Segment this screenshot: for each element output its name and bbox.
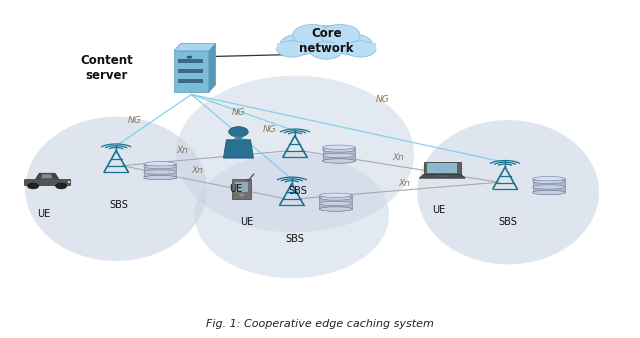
Text: Xn: Xn: [176, 146, 188, 155]
Circle shape: [239, 194, 244, 196]
Polygon shape: [532, 179, 565, 192]
Polygon shape: [319, 195, 352, 209]
Ellipse shape: [319, 193, 352, 197]
Ellipse shape: [532, 179, 565, 184]
Polygon shape: [276, 43, 376, 50]
Text: Content
server: Content server: [81, 54, 133, 82]
Text: Xn: Xn: [392, 153, 404, 162]
Ellipse shape: [319, 207, 352, 211]
Text: UE: UE: [240, 217, 253, 227]
Ellipse shape: [144, 175, 177, 180]
Text: NG: NG: [232, 108, 245, 117]
Text: NG: NG: [376, 95, 390, 104]
Ellipse shape: [323, 145, 355, 149]
Polygon shape: [144, 164, 177, 177]
Text: SBS: SBS: [289, 186, 307, 196]
Polygon shape: [178, 78, 203, 83]
Polygon shape: [323, 147, 355, 161]
Ellipse shape: [319, 201, 352, 206]
Ellipse shape: [417, 120, 599, 264]
Circle shape: [28, 183, 39, 189]
Ellipse shape: [144, 175, 177, 180]
Polygon shape: [428, 163, 457, 173]
Text: SBS: SBS: [499, 217, 518, 227]
Ellipse shape: [323, 159, 355, 163]
Ellipse shape: [532, 185, 565, 189]
Polygon shape: [41, 174, 52, 178]
Polygon shape: [24, 179, 70, 185]
Ellipse shape: [176, 76, 414, 233]
Polygon shape: [68, 180, 70, 183]
Ellipse shape: [532, 176, 565, 181]
Ellipse shape: [323, 159, 355, 163]
Ellipse shape: [144, 162, 177, 166]
Circle shape: [228, 127, 248, 137]
Ellipse shape: [319, 207, 352, 211]
Text: Core
network: Core network: [299, 27, 353, 55]
Text: SBS: SBS: [110, 200, 129, 211]
Circle shape: [56, 183, 67, 189]
Ellipse shape: [323, 153, 355, 158]
Ellipse shape: [144, 164, 177, 169]
Circle shape: [187, 56, 192, 58]
Polygon shape: [232, 179, 252, 199]
Text: UE: UE: [37, 209, 51, 219]
Ellipse shape: [319, 196, 352, 200]
Polygon shape: [178, 69, 203, 73]
Ellipse shape: [323, 148, 355, 152]
Ellipse shape: [144, 170, 177, 174]
Polygon shape: [419, 174, 465, 178]
Polygon shape: [36, 173, 59, 179]
Text: Xn: Xn: [192, 166, 204, 175]
Polygon shape: [178, 59, 203, 63]
Polygon shape: [438, 175, 447, 177]
Polygon shape: [174, 51, 209, 92]
Polygon shape: [209, 44, 216, 92]
Ellipse shape: [195, 153, 389, 278]
Ellipse shape: [532, 190, 565, 195]
Text: SBS: SBS: [285, 234, 305, 244]
Ellipse shape: [25, 117, 207, 261]
Text: NG: NG: [128, 117, 142, 125]
Text: UE: UE: [433, 206, 446, 215]
Text: UE: UE: [228, 184, 242, 194]
Ellipse shape: [532, 190, 565, 195]
Polygon shape: [235, 182, 248, 192]
Text: Xn: Xn: [399, 179, 411, 188]
Text: NG: NG: [263, 125, 276, 134]
Polygon shape: [234, 136, 243, 140]
Polygon shape: [174, 44, 216, 51]
Polygon shape: [223, 140, 253, 158]
Text: Fig. 1: Cooperative edge caching system: Fig. 1: Cooperative edge caching system: [206, 319, 434, 329]
Polygon shape: [424, 162, 461, 174]
